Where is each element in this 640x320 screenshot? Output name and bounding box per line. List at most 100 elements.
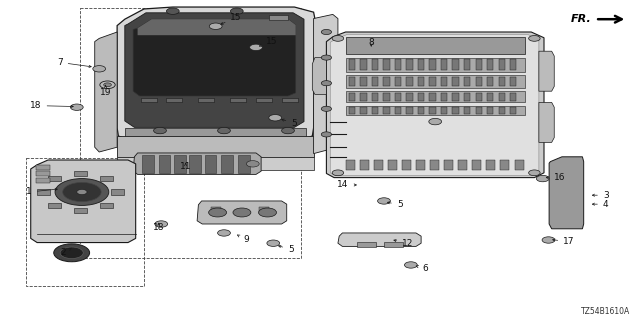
- Circle shape: [267, 240, 280, 246]
- Bar: [74, 208, 87, 213]
- Polygon shape: [31, 160, 136, 243]
- Bar: [499, 59, 505, 70]
- Circle shape: [154, 127, 166, 134]
- Bar: [510, 59, 516, 70]
- Bar: [464, 59, 470, 70]
- Polygon shape: [189, 155, 201, 173]
- Polygon shape: [125, 13, 304, 127]
- Bar: [476, 93, 482, 101]
- Bar: [441, 59, 447, 70]
- Text: 5: 5: [387, 200, 403, 209]
- Bar: [395, 107, 401, 114]
- Bar: [418, 93, 424, 101]
- Bar: [198, 98, 214, 102]
- Bar: [476, 77, 482, 86]
- Polygon shape: [238, 155, 250, 173]
- Circle shape: [269, 115, 282, 121]
- Polygon shape: [133, 19, 296, 96]
- Circle shape: [429, 118, 442, 125]
- Bar: [346, 160, 355, 170]
- Bar: [349, 93, 355, 101]
- Bar: [48, 203, 61, 208]
- Bar: [349, 59, 355, 70]
- Bar: [406, 93, 413, 101]
- Bar: [383, 77, 390, 86]
- Bar: [452, 93, 459, 101]
- Circle shape: [542, 237, 555, 243]
- Text: 5: 5: [278, 245, 294, 254]
- Polygon shape: [346, 58, 525, 72]
- Bar: [499, 93, 505, 101]
- Bar: [402, 160, 411, 170]
- Polygon shape: [95, 32, 117, 152]
- Polygon shape: [142, 155, 154, 173]
- Circle shape: [77, 189, 87, 195]
- Bar: [441, 77, 447, 86]
- Bar: [515, 160, 524, 170]
- Bar: [464, 93, 470, 101]
- Circle shape: [63, 182, 101, 202]
- Polygon shape: [346, 106, 525, 115]
- Bar: [472, 160, 481, 170]
- Bar: [372, 77, 378, 86]
- Bar: [349, 107, 355, 114]
- Bar: [111, 189, 124, 195]
- Bar: [349, 77, 355, 86]
- Text: 5: 5: [282, 119, 297, 128]
- Bar: [487, 93, 493, 101]
- Text: 19: 19: [100, 85, 111, 97]
- Polygon shape: [159, 155, 170, 173]
- Polygon shape: [346, 37, 525, 54]
- Bar: [429, 77, 436, 86]
- Text: FR.: FR.: [572, 14, 592, 24]
- Bar: [452, 107, 459, 114]
- Bar: [458, 160, 467, 170]
- Circle shape: [321, 81, 332, 86]
- Bar: [26, 158, 144, 286]
- Bar: [510, 93, 516, 101]
- Text: TZ54B1610A: TZ54B1610A: [581, 307, 630, 316]
- Polygon shape: [205, 155, 216, 173]
- Text: 8: 8: [369, 38, 374, 47]
- Bar: [395, 77, 401, 86]
- Bar: [230, 98, 246, 102]
- Bar: [418, 77, 424, 86]
- Bar: [487, 107, 493, 114]
- Circle shape: [218, 230, 230, 236]
- Circle shape: [246, 161, 259, 167]
- Bar: [372, 59, 378, 70]
- Bar: [499, 107, 505, 114]
- Text: 11: 11: [180, 162, 191, 171]
- Polygon shape: [326, 32, 544, 178]
- Circle shape: [332, 170, 344, 176]
- Circle shape: [378, 198, 390, 204]
- Bar: [416, 160, 425, 170]
- Text: 7: 7: [57, 58, 92, 68]
- Bar: [452, 59, 459, 70]
- Bar: [395, 59, 401, 70]
- Circle shape: [233, 208, 251, 217]
- Bar: [372, 107, 378, 114]
- Bar: [406, 107, 413, 114]
- Bar: [259, 207, 269, 211]
- Bar: [395, 93, 401, 101]
- Bar: [487, 59, 493, 70]
- Text: 14: 14: [337, 180, 356, 189]
- Text: 12: 12: [394, 239, 413, 248]
- Bar: [476, 107, 482, 114]
- Circle shape: [332, 36, 344, 41]
- Bar: [37, 189, 50, 195]
- Circle shape: [529, 36, 540, 41]
- Bar: [100, 203, 113, 208]
- Polygon shape: [346, 91, 525, 102]
- Text: 18: 18: [153, 223, 164, 232]
- FancyBboxPatch shape: [552, 165, 580, 177]
- Bar: [282, 98, 298, 102]
- Polygon shape: [117, 136, 314, 157]
- Bar: [360, 59, 367, 70]
- FancyBboxPatch shape: [552, 182, 580, 194]
- Circle shape: [55, 179, 109, 205]
- Circle shape: [321, 29, 332, 35]
- Bar: [360, 107, 367, 114]
- Polygon shape: [138, 19, 296, 35]
